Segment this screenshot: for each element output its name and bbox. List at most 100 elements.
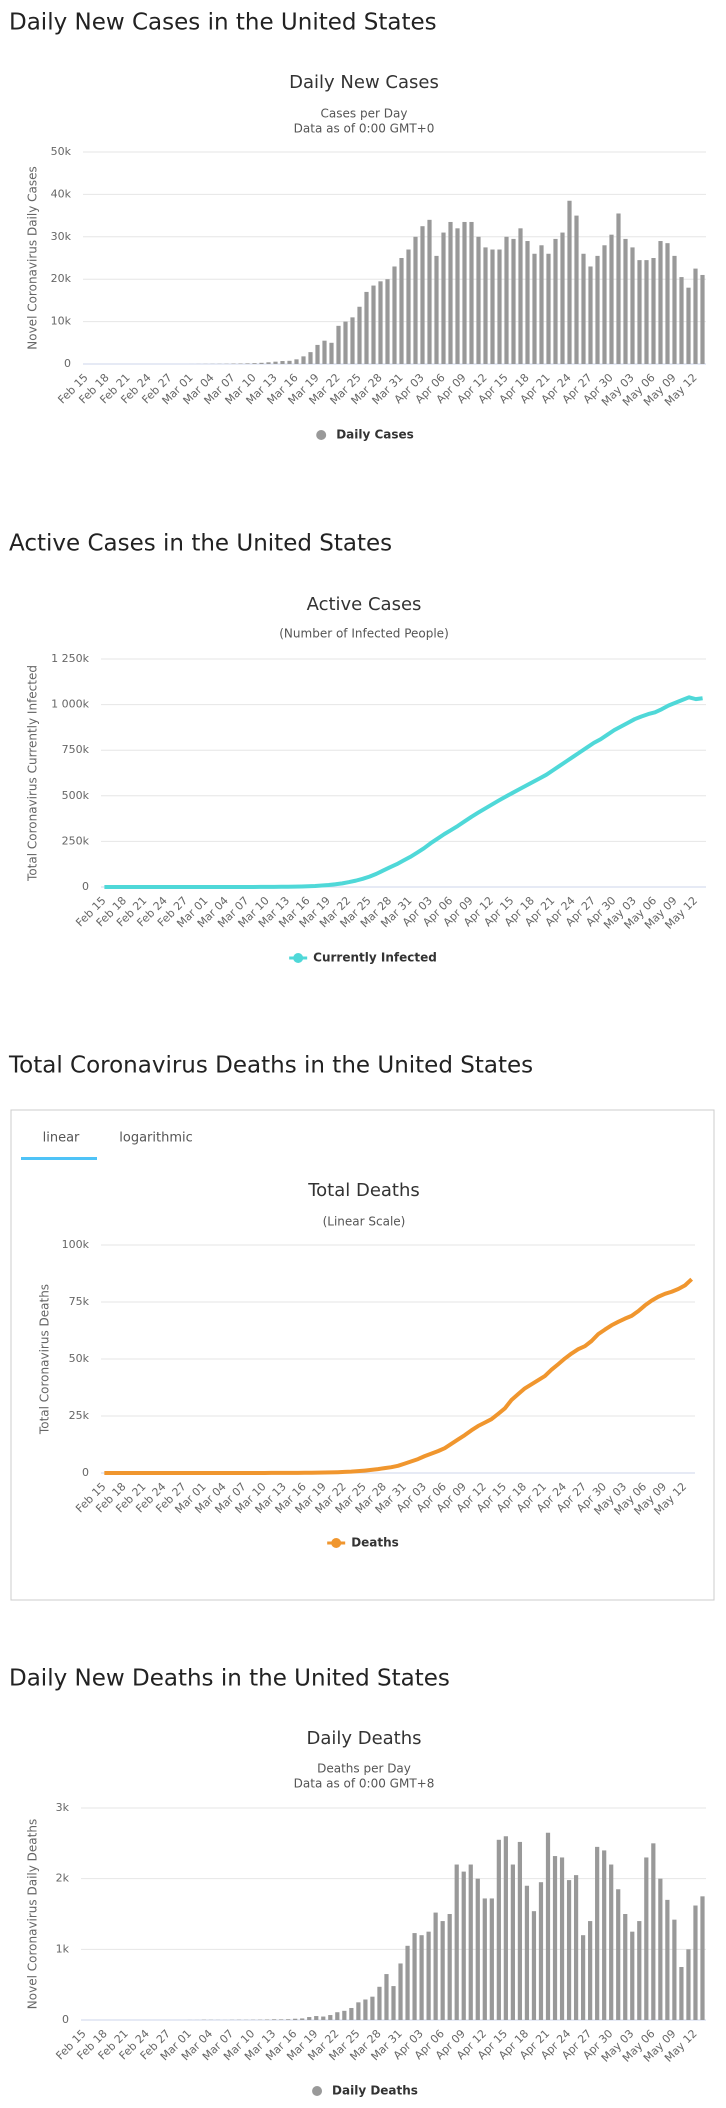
y-tick-label: 750k [62, 743, 90, 756]
bar [314, 2016, 318, 2020]
line [104, 697, 702, 887]
bar [301, 356, 305, 364]
bar [419, 1935, 423, 2020]
bar [553, 239, 557, 364]
bar [405, 1946, 409, 2020]
bar [343, 322, 347, 364]
y-axis-label: Novel Coronavirus Daily Deaths [26, 1819, 40, 2009]
bar [279, 2019, 283, 2020]
y-tick-label: 30k [51, 230, 72, 243]
bar [539, 1882, 543, 2020]
bar [595, 256, 599, 364]
chart-title: Daily New Cases [289, 72, 439, 93]
y-tick-label: 75k [69, 1295, 90, 1308]
legend-marker [312, 2086, 322, 2096]
bar [448, 1914, 452, 2020]
bar [391, 1986, 395, 2020]
bar [637, 1921, 641, 2020]
y-tick-label: 0 [82, 880, 89, 893]
y-tick-label: 1 000k [51, 698, 89, 711]
bar [455, 228, 459, 364]
y-tick-label: 1k [56, 1942, 70, 1955]
bar [567, 201, 571, 364]
bar [259, 363, 263, 364]
bar [574, 1875, 578, 2020]
bar [378, 281, 382, 364]
y-tick-label: 100k [62, 1238, 90, 1251]
bar [644, 1857, 648, 2020]
section-heading: Active Cases in the United States [9, 531, 392, 557]
bar [616, 213, 620, 364]
bar [399, 258, 403, 364]
bar [700, 275, 704, 364]
bar [273, 362, 277, 364]
bar [336, 326, 340, 364]
bar [581, 254, 585, 364]
bar [434, 1913, 438, 2020]
bar [630, 1932, 634, 2020]
legend-label: Daily Cases [336, 428, 414, 442]
bar [335, 2012, 339, 2020]
bar [532, 254, 536, 364]
chart-subtitle: (Number of Infected People) [279, 627, 449, 641]
bar [693, 269, 697, 364]
bar [286, 2019, 290, 2020]
bar [455, 1865, 459, 2020]
bar [504, 1836, 508, 2020]
bar [511, 239, 515, 364]
bar [609, 1865, 613, 2020]
line [104, 1279, 691, 1473]
bar [328, 2015, 332, 2020]
bar [679, 277, 683, 364]
bar [511, 1865, 515, 2020]
bar [363, 2000, 367, 2020]
chart-subtitle: (Linear Scale) [323, 1215, 406, 1229]
y-tick-label: 20k [51, 272, 72, 285]
bar [483, 247, 487, 364]
bar [665, 243, 669, 364]
bar [630, 247, 634, 364]
bar [658, 241, 662, 364]
y-tick-label: 0 [62, 2013, 69, 2026]
y-tick-label: 0 [64, 357, 71, 370]
bar [272, 2019, 276, 2020]
bar [567, 1880, 571, 2020]
bar [546, 1833, 550, 2020]
legend-marker [293, 953, 303, 963]
bar [553, 1856, 557, 2020]
bar [315, 345, 319, 364]
bar [672, 1920, 676, 2020]
bar [693, 1906, 697, 2020]
y-axis-label: Novel Coronavirus Daily Cases [26, 166, 40, 349]
bar [504, 237, 508, 364]
tab-linear[interactable]: linear [43, 1131, 80, 1146]
bar [483, 1898, 487, 2020]
bar [420, 226, 424, 364]
section-heading: Total Coronavirus Deaths in the United S… [8, 1053, 533, 1079]
bar [427, 220, 431, 364]
bar [252, 363, 256, 364]
bar [357, 307, 361, 364]
bar [679, 1967, 683, 2020]
chart-title: Total Deaths [307, 1180, 420, 1201]
bar [469, 1865, 473, 2020]
y-tick-label: 10k [51, 315, 72, 328]
y-tick-label: 500k [62, 789, 90, 802]
legend-label: Daily Deaths [332, 2084, 418, 2098]
bar [350, 317, 354, 364]
y-tick-label: 0 [82, 1466, 89, 1479]
bar [665, 1900, 669, 2020]
y-tick-label: 1 250k [51, 652, 89, 665]
bar [412, 1933, 416, 2020]
tab-logarithmic[interactable]: logarithmic [119, 1131, 193, 1146]
bar [342, 2011, 346, 2020]
bar [686, 288, 690, 364]
bar [644, 260, 648, 364]
bar [370, 1997, 374, 2020]
bar [371, 286, 375, 364]
bar [287, 361, 291, 364]
bar [469, 222, 473, 364]
legend-marker [316, 430, 326, 440]
tab-underline [21, 1157, 97, 1160]
y-axis-label: Total Coronavirus Deaths [38, 1284, 52, 1435]
